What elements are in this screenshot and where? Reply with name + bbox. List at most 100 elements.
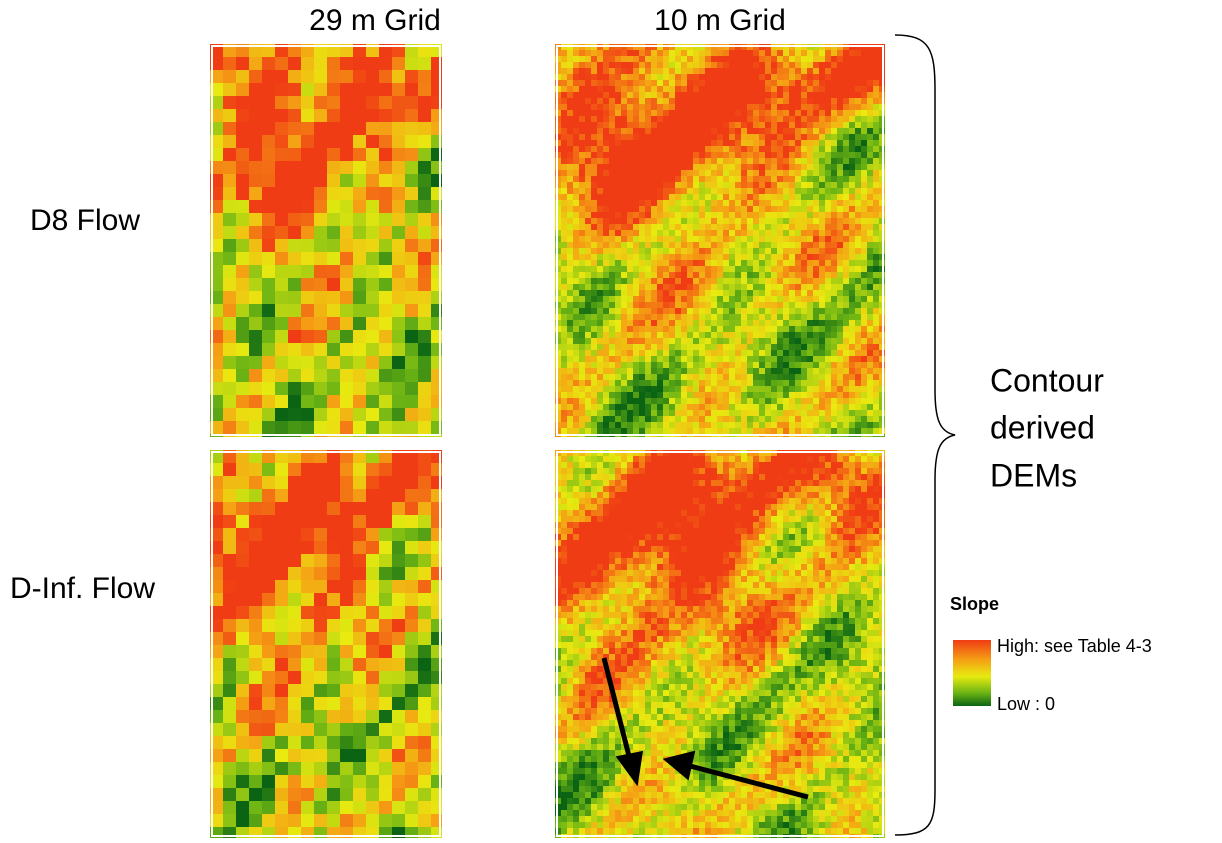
raster-cell <box>327 593 340 606</box>
raster-cell <box>717 176 723 182</box>
raster-cell <box>681 380 687 386</box>
raster-cell <box>663 326 669 332</box>
raster-cell <box>735 200 741 206</box>
raster-cell <box>603 146 609 152</box>
raster-cell <box>867 254 873 260</box>
raster-cell <box>591 462 597 468</box>
raster-cell <box>819 350 825 356</box>
raster-cell <box>621 456 627 462</box>
raster-cell <box>573 266 579 272</box>
raster-cell <box>807 206 813 212</box>
raster-cell <box>262 83 275 96</box>
raster-cell <box>669 468 675 474</box>
raster-cell <box>801 326 807 332</box>
raster-cell <box>405 83 418 96</box>
raster-cell <box>573 212 579 218</box>
raster-cell <box>609 368 615 374</box>
raster-cell <box>609 164 615 170</box>
raster-cell <box>262 775 275 788</box>
raster-cell <box>675 338 681 344</box>
raster-cell <box>765 92 771 98</box>
raster-cell <box>795 86 801 92</box>
raster-cell <box>603 326 609 332</box>
raster-cell <box>591 404 597 410</box>
raster-cell <box>705 170 711 176</box>
raster-cell <box>663 456 669 462</box>
raster-cell <box>340 502 353 515</box>
raster-cell <box>711 350 717 356</box>
raster-cell <box>855 278 861 284</box>
raster-cell <box>711 110 717 116</box>
raster-cell <box>675 284 681 290</box>
raster-cell <box>567 50 573 56</box>
raster-cell <box>405 710 418 723</box>
raster-cell <box>236 330 249 343</box>
raster-cell <box>717 284 723 290</box>
raster-cell <box>567 80 573 86</box>
raster-cell <box>579 362 585 368</box>
raster-cell <box>340 580 353 593</box>
raster-cell <box>567 230 573 236</box>
raster-cell <box>633 206 639 212</box>
raster-cell <box>777 260 783 266</box>
raster-cell <box>873 242 879 248</box>
raster-cell <box>759 230 765 236</box>
raster-cell <box>561 254 567 260</box>
raster-cell <box>627 122 633 128</box>
raster-cell <box>405 632 418 645</box>
raster-cell <box>669 176 675 182</box>
raster-cell <box>392 567 405 580</box>
raster-cell <box>327 528 340 541</box>
raster-cell <box>645 272 651 278</box>
raster-cell <box>340 476 353 489</box>
raster-cell <box>627 188 633 194</box>
raster-cell <box>777 194 783 200</box>
raster-cell <box>687 182 693 188</box>
raster-cell <box>633 86 639 92</box>
raster-cell <box>813 266 819 272</box>
raster-cell <box>873 462 879 468</box>
raster-cell <box>801 314 807 320</box>
raster-cell <box>663 350 669 356</box>
raster-cell <box>843 398 849 404</box>
raster-cell <box>735 110 741 116</box>
raster-cell <box>813 308 819 314</box>
raster-cell <box>567 176 573 182</box>
raster-cell <box>236 593 249 606</box>
raster-cell <box>849 224 855 230</box>
raster-cell <box>301 619 314 632</box>
raster-cell <box>301 528 314 541</box>
raster-cell <box>603 428 609 434</box>
raster-cell <box>687 332 693 338</box>
raster-cell <box>747 218 753 224</box>
raster-cell <box>663 428 669 434</box>
raster-cell <box>753 218 759 224</box>
raster-cell <box>735 98 741 104</box>
raster-cell <box>561 362 567 368</box>
raster-cell <box>705 398 711 404</box>
raster-cell <box>801 236 807 242</box>
raster-cell <box>699 266 705 272</box>
raster-cell <box>675 332 681 338</box>
raster-cell <box>705 218 711 224</box>
raster-cell <box>223 697 236 710</box>
raster-cell <box>867 462 873 468</box>
raster-cell <box>591 332 597 338</box>
raster-cell <box>867 50 873 56</box>
raster-cell <box>759 200 765 206</box>
raster-cell <box>843 374 849 380</box>
raster-cell <box>405 330 418 343</box>
raster-cell <box>597 296 603 302</box>
raster-cell <box>837 68 843 74</box>
raster-cell <box>275 161 288 174</box>
raster-cell <box>735 468 741 474</box>
raster-cell <box>783 236 789 242</box>
raster-cell <box>657 68 663 74</box>
raster-cell <box>603 380 609 386</box>
raster-cell <box>603 74 609 80</box>
raster-cell <box>418 762 431 775</box>
raster-cell <box>717 128 723 134</box>
raster-cell <box>669 224 675 230</box>
raster-cell <box>366 317 379 330</box>
raster-cell <box>603 164 609 170</box>
